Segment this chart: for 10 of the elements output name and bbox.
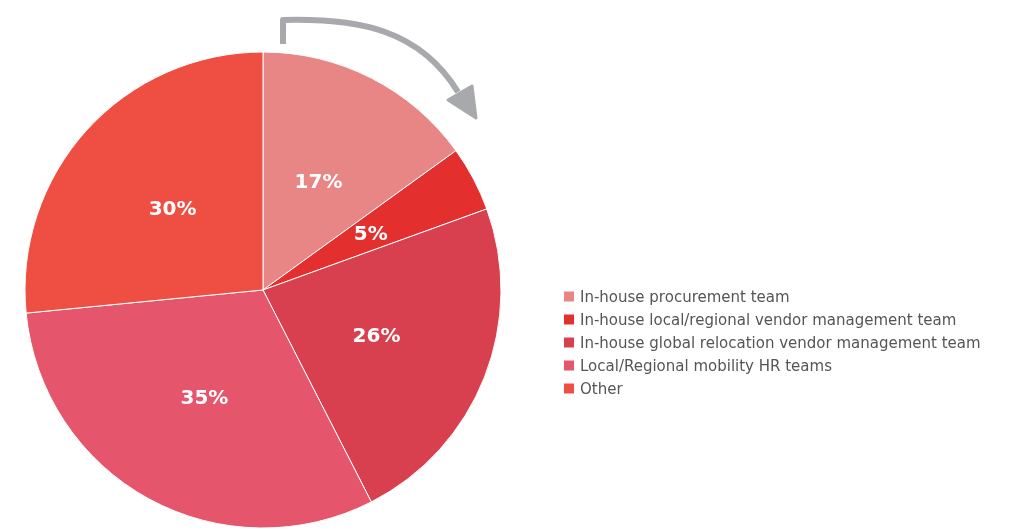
data-label: 17% (294, 169, 343, 194)
data-label: 30% (148, 196, 197, 221)
legend-label: Local/Regional mobility HR teams (580, 356, 833, 375)
legend-label: In-house global relocation vendor management team (580, 333, 981, 352)
data-label: 35% (180, 385, 229, 410)
data-label: 26% (352, 322, 401, 347)
data-label: 5% (353, 220, 388, 245)
legend-label: Other (580, 379, 624, 398)
legend-label: In-house local/regional vendor management team (580, 310, 957, 329)
legend-label: In-house procurement team (580, 287, 790, 306)
